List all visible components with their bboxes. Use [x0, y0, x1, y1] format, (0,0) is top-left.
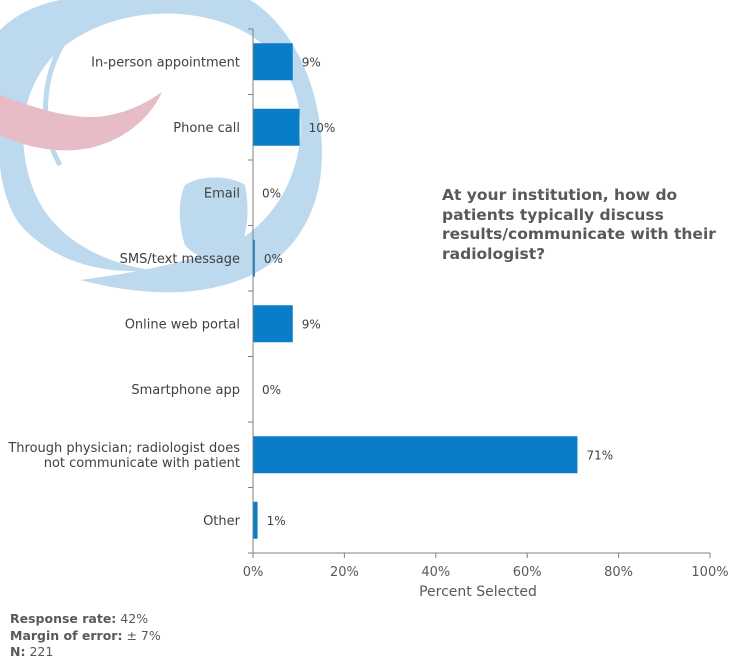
category-label-line: not communicate with patient — [44, 456, 240, 471]
watermark-swirl-outer — [0, 0, 322, 293]
sample-size-value: 221 — [29, 644, 54, 659]
bar — [253, 436, 578, 474]
category-label-line: Other — [203, 514, 241, 529]
response-rate: Response rate: 42% — [10, 611, 161, 628]
category-label: SMS/text message — [120, 252, 240, 267]
category-label: Other — [203, 514, 241, 529]
bars-group — [253, 43, 578, 539]
sample-size-label: N: — [10, 644, 26, 659]
x-tick-label: 20% — [330, 565, 359, 580]
x-tick-label: 80% — [604, 565, 633, 580]
watermark-swirl-arc — [43, 38, 68, 167]
axes: 0% 20% 40% 60% 80% 100% — [243, 28, 729, 580]
data-label: 9% — [302, 55, 321, 69]
category-label: Smartphone app — [131, 383, 240, 398]
chart-question-title: At your institution, how do patients typ… — [442, 186, 716, 263]
category-label-line: In-person appointment — [91, 55, 240, 70]
data-label: 71% — [586, 448, 613, 462]
category-label: Email — [204, 186, 240, 201]
category-label-line: SMS/text message — [120, 252, 240, 267]
sample-size: N: 221 — [10, 644, 161, 661]
x-tick-label: 60% — [513, 565, 542, 580]
margin-of-error: Margin of error: ± 7% — [10, 628, 161, 645]
data-label: 0% — [262, 186, 281, 200]
response-rate-value: 42% — [120, 611, 149, 626]
category-label-line: Phone call — [173, 121, 240, 136]
data-label: 9% — [302, 317, 321, 331]
bar — [253, 43, 293, 81]
margin-of-error-label: Margin of error: — [10, 627, 123, 643]
category-label-line: Through physician; radiologist does — [7, 441, 240, 456]
category-label-line: Email — [204, 186, 240, 201]
value-labels: 9% 10% 0% 0% 9% 0% 71% 1% — [262, 55, 613, 528]
survey-footer: Response rate: 42% Margin of error: ± 7%… — [10, 611, 161, 661]
watermark-swirl-inner — [179, 177, 248, 259]
x-axis-title: Percent Selected — [419, 584, 537, 600]
watermark-pink-arc — [0, 92, 162, 151]
category-label: Phone call — [173, 121, 240, 136]
bar — [253, 108, 300, 146]
x-tick-label: 40% — [421, 565, 450, 580]
data-label: 0% — [262, 383, 281, 397]
category-label: Through physician; radiologist does not c… — [7, 441, 240, 471]
category-labels: In-person appointment Phone call Email SMS/… — [7, 55, 240, 529]
x-tick-label: 0% — [243, 565, 264, 580]
category-label: Online web portal — [125, 317, 240, 332]
data-label: 1% — [267, 514, 286, 528]
bar — [253, 305, 293, 343]
category-label-line: Online web portal — [125, 317, 240, 332]
margin-of-error-value: ± 7% — [126, 627, 161, 643]
category-label: In-person appointment — [91, 55, 240, 70]
data-label: 10% — [309, 121, 336, 135]
response-rate-label: Response rate: — [10, 611, 117, 626]
category-label-line: Smartphone app — [131, 383, 240, 398]
data-label: 0% — [264, 252, 283, 266]
bar — [253, 239, 255, 277]
bar — [253, 501, 258, 539]
x-tick-label: 100% — [691, 565, 728, 580]
